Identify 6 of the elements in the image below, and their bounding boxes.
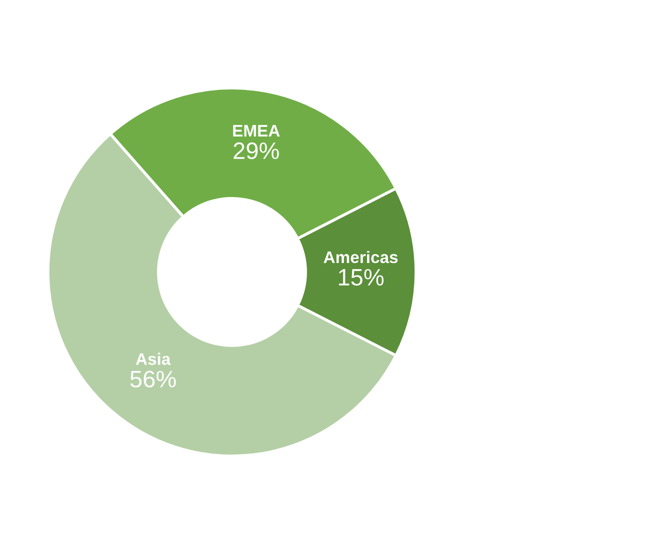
data-label: 29%: [234, 142, 279, 160]
slice-label: Asia: [136, 352, 171, 365]
slice-label: EMEA: [233, 125, 280, 137]
data-label: 56%: [130, 370, 176, 388]
data-label: 15%: [338, 269, 384, 286]
slice-label: Americas: [324, 250, 398, 264]
